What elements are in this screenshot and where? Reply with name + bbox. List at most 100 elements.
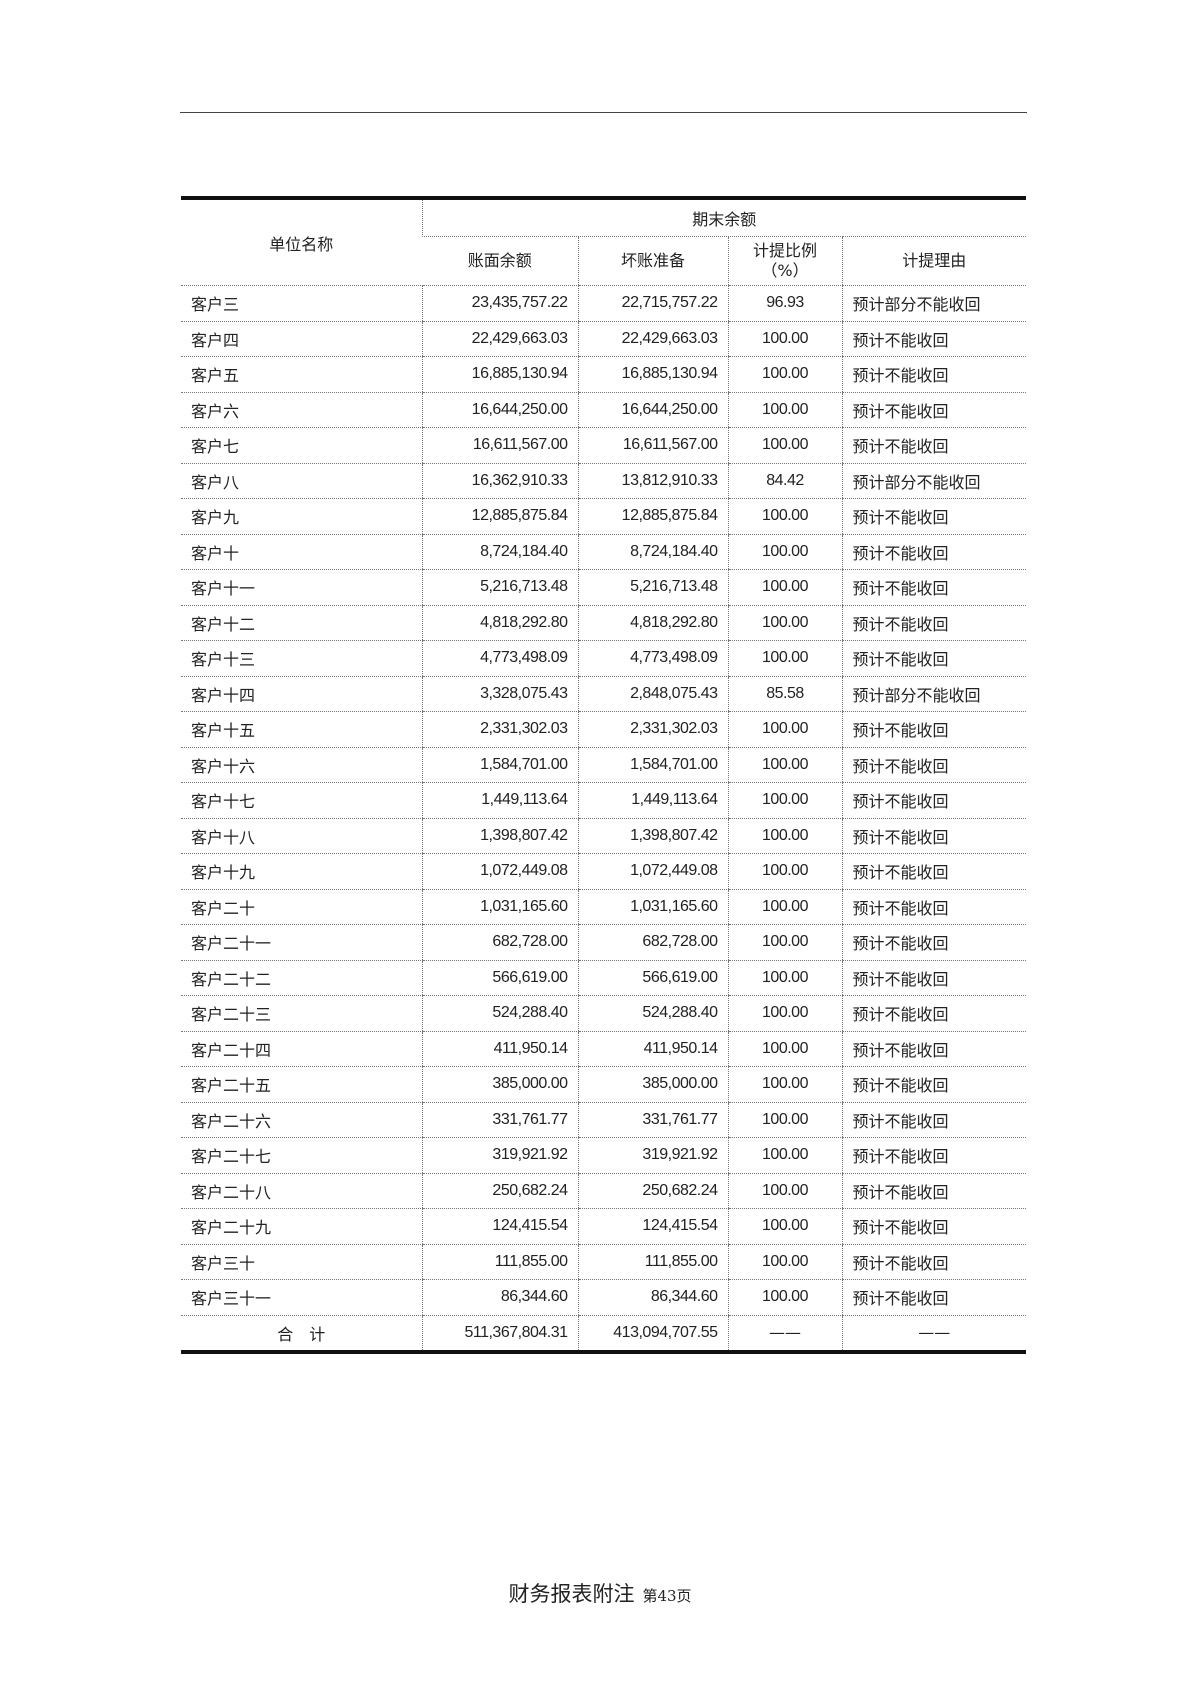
cell-ratio: 100.00 bbox=[727, 1173, 842, 1209]
cell-book-balance: 1,584,701.00 bbox=[421, 747, 578, 783]
cell-book-balance: 319,921.92 bbox=[421, 1137, 578, 1174]
cell-bad-debt: 111,855.00 bbox=[577, 1244, 728, 1280]
cell-reason: 预计不能收回 bbox=[841, 853, 1027, 890]
cell-book-balance: 8,724,184.40 bbox=[421, 534, 578, 570]
cell-ratio: 100.00 bbox=[727, 1102, 842, 1138]
cell-reason: 预计不能收回 bbox=[841, 889, 1027, 925]
footer-title: 财务报表附注 bbox=[508, 1582, 635, 1606]
header-name: 单位名称 bbox=[181, 198, 422, 286]
cell-book-balance: 385,000.00 bbox=[421, 1066, 578, 1103]
table-row: 客户二十八 250,682.24 250,682.24 100.00 预计不能收回 bbox=[181, 1173, 1027, 1209]
cell-ratio: 100.00 bbox=[727, 1208, 842, 1245]
cell-bad-debt: 86,344.60 bbox=[577, 1279, 728, 1316]
total-row: 合 计 511,367,804.31 413,094,707.55 —— —— bbox=[181, 1315, 1027, 1352]
cell-book-balance: 124,415.54 bbox=[421, 1208, 578, 1245]
cell-name: 客户十 bbox=[181, 534, 422, 570]
cell-ratio: 100.00 bbox=[727, 924, 842, 961]
cell-book-balance: 5,216,713.48 bbox=[421, 569, 578, 606]
total-reason: —— bbox=[841, 1315, 1027, 1352]
header-ratio: 计提比例 （%） bbox=[727, 236, 842, 286]
cell-ratio: 100.00 bbox=[727, 427, 842, 464]
cell-name: 客户九 bbox=[181, 498, 422, 535]
cell-name: 客户八 bbox=[181, 463, 422, 499]
cell-bad-debt: 1,449,113.64 bbox=[577, 782, 728, 819]
cell-ratio: 100.00 bbox=[727, 711, 842, 748]
cell-book-balance: 4,818,292.80 bbox=[421, 605, 578, 641]
cell-name: 客户十二 bbox=[181, 605, 422, 641]
cell-book-balance: 1,031,165.60 bbox=[421, 889, 578, 925]
table-row: 客户二十七 319,921.92 319,921.92 100.00 预计不能收回 bbox=[181, 1137, 1027, 1174]
cell-book-balance: 16,611,567.00 bbox=[421, 427, 578, 464]
cell-reason: 预计部分不能收回 bbox=[841, 285, 1027, 322]
cell-name: 客户二十七 bbox=[181, 1137, 422, 1174]
cell-bad-debt: 1,072,449.08 bbox=[577, 853, 728, 890]
cell-reason: 预计不能收回 bbox=[841, 321, 1027, 357]
cell-ratio: 100.00 bbox=[727, 605, 842, 641]
table-row: 客户十九 1,072,449.08 1,072,449.08 100.00 预计不能收回 bbox=[181, 853, 1027, 890]
cell-book-balance: 524,288.40 bbox=[421, 995, 578, 1032]
page-number: 第43页 bbox=[642, 1587, 692, 1605]
cell-book-balance: 3,328,075.43 bbox=[421, 676, 578, 712]
cell-bad-debt: 22,715,757.22 bbox=[577, 285, 728, 322]
table-row: 客户十一 5,216,713.48 5,216,713.48 100.00 预计不能收回 bbox=[181, 569, 1027, 606]
table-row: 客户九 12,885,875.84 12,885,875.84 100.00 预计不能收… bbox=[181, 498, 1027, 535]
cell-name: 客户十一 bbox=[181, 569, 422, 606]
cell-ratio: 100.00 bbox=[727, 747, 842, 783]
table-row: 客户六 16,644,250.00 16,644,250.00 100.00 预计不能收… bbox=[181, 392, 1027, 428]
cell-name: 客户二十 bbox=[181, 889, 422, 925]
cell-book-balance: 16,362,910.33 bbox=[421, 463, 578, 499]
cell-name: 客户三十 bbox=[181, 1244, 422, 1280]
cell-ratio: 96.93 bbox=[727, 285, 842, 322]
cell-ratio: 100.00 bbox=[727, 392, 842, 428]
cell-book-balance: 12,885,875.84 bbox=[421, 498, 578, 535]
table-row: 客户二十五 385,000.00 385,000.00 100.00 预计不能收回 bbox=[181, 1066, 1027, 1103]
cell-book-balance: 22,429,663.03 bbox=[421, 321, 578, 357]
cell-bad-debt: 22,429,663.03 bbox=[577, 321, 728, 357]
cell-bad-debt: 2,848,075.43 bbox=[577, 676, 728, 712]
cell-reason: 预计不能收回 bbox=[841, 995, 1027, 1032]
cell-book-balance: 331,761.77 bbox=[421, 1102, 578, 1138]
cell-bad-debt: 16,885,130.94 bbox=[577, 356, 728, 393]
table-row: 客户二十三 524,288.40 524,288.40 100.00 预计不能收回 bbox=[181, 995, 1027, 1032]
cell-bad-debt: 250,682.24 bbox=[577, 1173, 728, 1209]
total-book-balance: 511,367,804.31 bbox=[421, 1315, 578, 1352]
table-row: 客户十六 1,584,701.00 1,584,701.00 100.00 预计不能收回 bbox=[181, 747, 1027, 783]
cell-ratio: 100.00 bbox=[727, 782, 842, 819]
cell-bad-debt: 13,812,910.33 bbox=[577, 463, 728, 499]
cell-name: 客户十六 bbox=[181, 747, 422, 783]
cell-book-balance: 2,331,302.03 bbox=[421, 711, 578, 748]
cell-name: 客户十五 bbox=[181, 711, 422, 748]
cell-name: 客户二十五 bbox=[181, 1066, 422, 1103]
table-row: 客户十七 1,449,113.64 1,449,113.64 100.00 预计不能收回 bbox=[181, 782, 1027, 819]
cell-ratio: 100.00 bbox=[727, 321, 842, 357]
table-row: 客户八 16,362,910.33 13,812,910.33 84.42 预计部分不能… bbox=[181, 463, 1027, 499]
table-row: 客户四 22,429,663.03 22,429,663.03 100.00 预计不能收… bbox=[181, 321, 1027, 357]
table-row: 客户十三 4,773,498.09 4,773,498.09 100.00 预计不能收回 bbox=[181, 640, 1027, 677]
table-row: 客户二十九 124,415.54 124,415.54 100.00 预计不能收回 bbox=[181, 1208, 1027, 1245]
cell-book-balance: 23,435,757.22 bbox=[421, 285, 578, 322]
cell-name: 客户二十一 bbox=[181, 924, 422, 961]
cell-bad-debt: 524,288.40 bbox=[577, 995, 728, 1032]
cell-reason: 预计不能收回 bbox=[841, 747, 1027, 783]
table-row: 客户二十二 566,619.00 566,619.00 100.00 预计不能收回 bbox=[181, 960, 1027, 996]
table-row: 客户三十一 86,344.60 86,344.60 100.00 预计不能收回 bbox=[181, 1279, 1027, 1316]
table-row: 客户二十 1,031,165.60 1,031,165.60 100.00 预计不能收回 bbox=[181, 889, 1027, 925]
cell-ratio: 100.00 bbox=[727, 534, 842, 570]
cell-book-balance: 4,773,498.09 bbox=[421, 640, 578, 677]
cell-reason: 预计不能收回 bbox=[841, 534, 1027, 570]
cell-ratio: 100.00 bbox=[727, 356, 842, 393]
cell-book-balance: 250,682.24 bbox=[421, 1173, 578, 1209]
table-row: 客户十四 3,328,075.43 2,848,075.43 85.58 预计部分不能收… bbox=[181, 676, 1027, 712]
table-row: 客户十八 1,398,807.42 1,398,807.42 100.00 预计不能收回 bbox=[181, 818, 1027, 854]
table-row: 客户十二 4,818,292.80 4,818,292.80 100.00 预计不能收回 bbox=[181, 605, 1027, 641]
cell-bad-debt: 566,619.00 bbox=[577, 960, 728, 996]
cell-bad-debt: 1,584,701.00 bbox=[577, 747, 728, 783]
cell-bad-debt: 385,000.00 bbox=[577, 1066, 728, 1103]
table-row: 客户二十六 331,761.77 331,761.77 100.00 预计不能收回 bbox=[181, 1102, 1027, 1138]
cell-book-balance: 111,855.00 bbox=[421, 1244, 578, 1280]
cell-bad-debt: 124,415.54 bbox=[577, 1208, 728, 1245]
cell-reason: 预计不能收回 bbox=[841, 569, 1027, 606]
cell-reason: 预计不能收回 bbox=[841, 1208, 1027, 1245]
cell-bad-debt: 5,216,713.48 bbox=[577, 569, 728, 606]
cell-reason: 预计不能收回 bbox=[841, 924, 1027, 961]
